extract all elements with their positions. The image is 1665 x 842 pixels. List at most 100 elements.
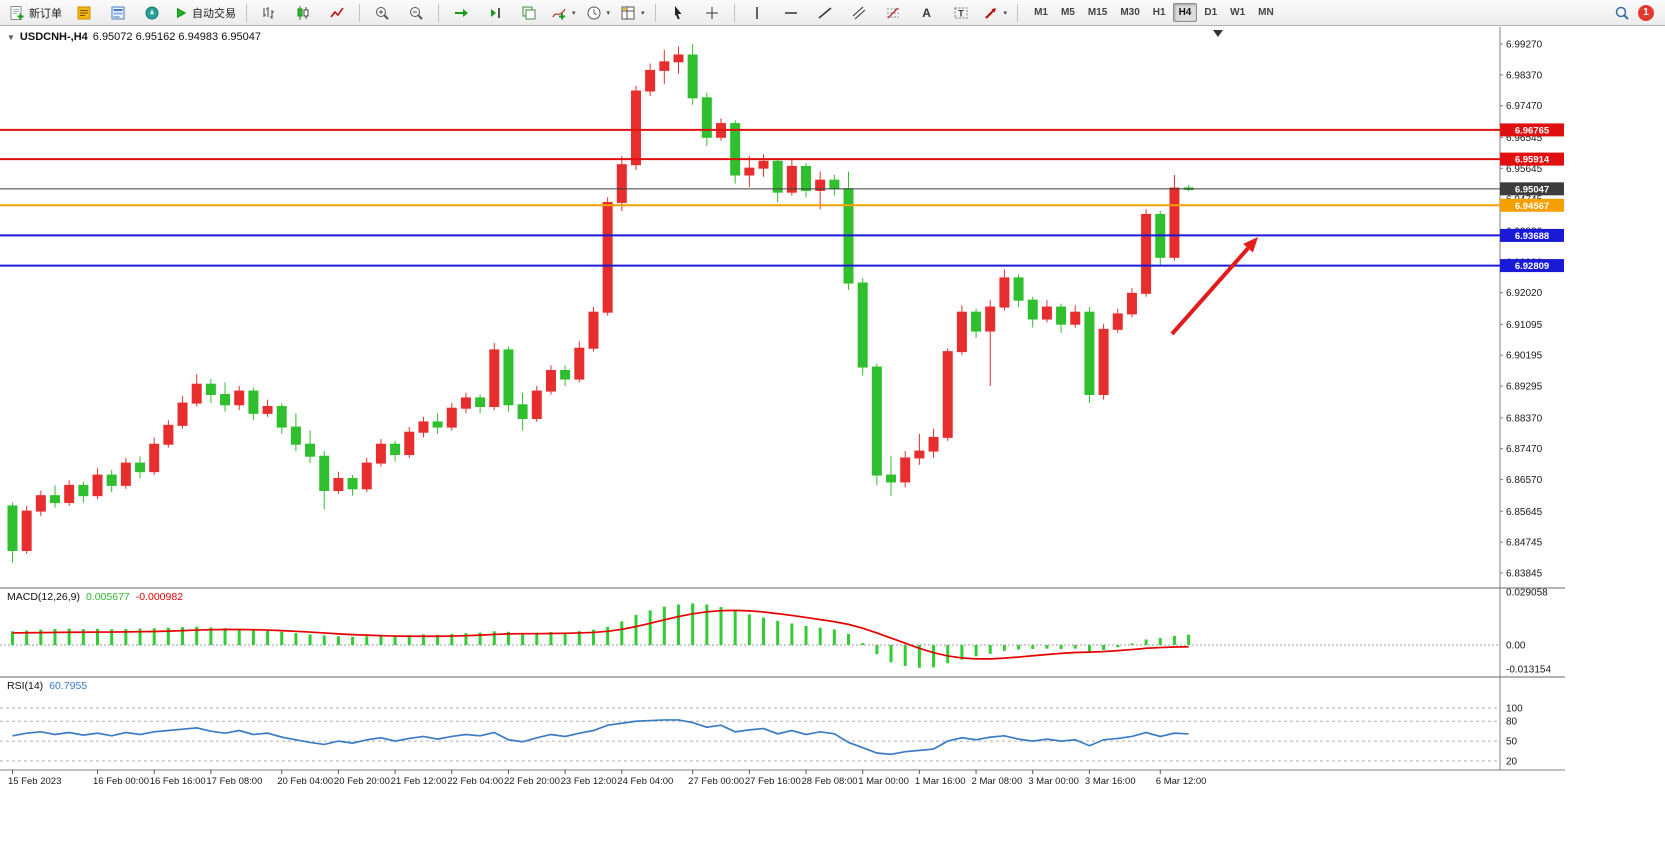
svg-text:24 Feb 04:00: 24 Feb 04:00	[617, 776, 673, 787]
candle-body	[772, 160, 783, 193]
zoom-out-button[interactable]	[400, 1, 432, 25]
price-tag	[1500, 198, 1564, 212]
candle-body	[64, 484, 75, 504]
candle-body	[744, 167, 755, 176]
candle-body	[1041, 306, 1052, 320]
macd-bar	[96, 628, 100, 645]
crosshair-button[interactable]	[696, 1, 728, 25]
toolbar-right-group: 1	[1614, 4, 1660, 21]
macd-bar	[988, 645, 992, 654]
macd-bar	[691, 603, 695, 645]
candle-body	[815, 179, 826, 191]
annotation-arrow[interactable]	[1170, 237, 1258, 336]
horizontal-lines[interactable]: 6.96765 6.95914 6.95047 6.94567 6.93688 6.928…	[0, 123, 1564, 273]
notification-badge[interactable]: 1	[1638, 4, 1654, 21]
trendline-button[interactable]	[809, 1, 841, 25]
chart-shift-marker[interactable]	[1213, 30, 1223, 37]
candle-body	[829, 179, 840, 190]
timeframe-m1-button[interactable]: M1	[1034, 7, 1048, 18]
macd-bar	[39, 629, 43, 645]
timeframe-m5-button[interactable]: M5	[1060, 7, 1075, 18]
search-icon[interactable]	[1614, 5, 1630, 21]
equidistant-channel-button[interactable]	[843, 1, 875, 25]
macd-bar	[733, 610, 737, 645]
macd-bar	[67, 628, 71, 645]
new-order-button[interactable]: 新订单	[5, 1, 66, 25]
timeframe-m15-button[interactable]: M15	[1087, 7, 1108, 18]
templates-icon	[621, 6, 635, 19]
text-label-button[interactable]: T	[945, 1, 977, 25]
macd-bar	[138, 628, 142, 645]
candlestick-chart-button[interactable]	[287, 1, 319, 25]
rsi-value: 60.7955	[49, 680, 88, 692]
candle-body	[262, 405, 273, 414]
macd-bar	[53, 628, 57, 645]
candle-body	[602, 201, 613, 313]
price-axis[interactable]: 6.992706.983706.974706.965456.956456.947…	[1500, 40, 1543, 580]
auto-trading-button[interactable]: 自动交易	[170, 1, 240, 25]
macd-bar	[209, 627, 213, 645]
macd-bar	[1144, 639, 1148, 645]
chart-shift-button[interactable]	[479, 1, 511, 25]
candle-body	[1084, 311, 1095, 395]
periods-button[interactable]: ▾	[582, 1, 615, 25]
toolbar-separator	[246, 3, 247, 22]
navigator-icon	[145, 6, 159, 19]
svg-text:6.93688: 6.93688	[1515, 231, 1549, 242]
candle-body	[7, 505, 18, 552]
macd-bar	[1187, 634, 1191, 645]
bar-chart-button[interactable]	[253, 1, 285, 25]
macd-bar	[1002, 645, 1006, 651]
candle-body	[205, 383, 216, 395]
candle-body	[1169, 187, 1180, 258]
indicators-icon	[552, 8, 566, 19]
arrows-button[interactable]: ▾	[979, 1, 1012, 25]
market-watch-button[interactable]	[68, 1, 100, 25]
macd-bar	[861, 643, 865, 645]
timeframe-m30-button[interactable]: M30	[1120, 7, 1140, 18]
navigator-button[interactable]	[136, 1, 168, 25]
macd-bar	[1087, 645, 1091, 652]
timeframe-mn-button[interactable]: MN	[1258, 7, 1274, 18]
vertical-line-button[interactable]	[741, 1, 773, 25]
auto-scroll-button[interactable]	[445, 1, 477, 25]
macd-bar	[1102, 645, 1106, 651]
macd-bar	[563, 632, 567, 645]
data-window-button[interactable]	[102, 1, 134, 25]
macd-bar	[251, 629, 255, 645]
symbol-timeframe-label: USDCNH-,H4	[19, 31, 88, 43]
timeframe-h1-button[interactable]: H1	[1152, 7, 1166, 18]
svg-text:6 Mar 12:00: 6 Mar 12:00	[1156, 776, 1207, 787]
crosshair-icon	[705, 6, 718, 19]
candle-body	[1126, 292, 1137, 315]
candle-body	[971, 311, 982, 332]
time-axis[interactable]: 15 Feb 2023 16 Feb 00:00 16 Feb 16:00 17 Fe…	[8, 770, 1206, 787]
timeframe-h4-button[interactable]: H4	[1172, 3, 1198, 22]
cursor-button[interactable]	[662, 1, 694, 25]
vertical-line-icon	[755, 6, 758, 19]
templates-button[interactable]: ▾	[616, 1, 649, 25]
timeframe-w1-button[interactable]: W1	[1230, 7, 1246, 18]
macd-bar	[1031, 645, 1035, 650]
symbol-menu-icon[interactable]: ▼	[7, 32, 15, 42]
chart-title: ▼ USDCNH-,H4 6.95072 6.95162 6.94983 6.9…	[7, 31, 261, 43]
fibonacci-button[interactable]	[877, 1, 909, 25]
candle-body	[758, 160, 769, 169]
rsi-panel: 100 80 50 20	[0, 704, 1523, 767]
zoom-in-button[interactable]	[366, 1, 398, 25]
tile-windows-button[interactable]	[513, 1, 545, 25]
text-button[interactable]: A	[911, 1, 943, 25]
candle-body	[914, 450, 925, 459]
macd-bar	[747, 614, 751, 645]
trendline-icon	[818, 6, 832, 19]
indicators-button[interactable]: ▾	[547, 1, 580, 25]
candle-body	[517, 404, 528, 420]
timeframe-d1-button[interactable]: D1	[1204, 7, 1218, 18]
horizontal-line-button[interactable]	[775, 1, 807, 25]
macd-bar	[492, 631, 496, 645]
macd-bar	[223, 628, 227, 645]
line-chart-button[interactable]	[321, 1, 353, 25]
candle-body	[1098, 328, 1109, 395]
candle-body	[333, 478, 344, 492]
